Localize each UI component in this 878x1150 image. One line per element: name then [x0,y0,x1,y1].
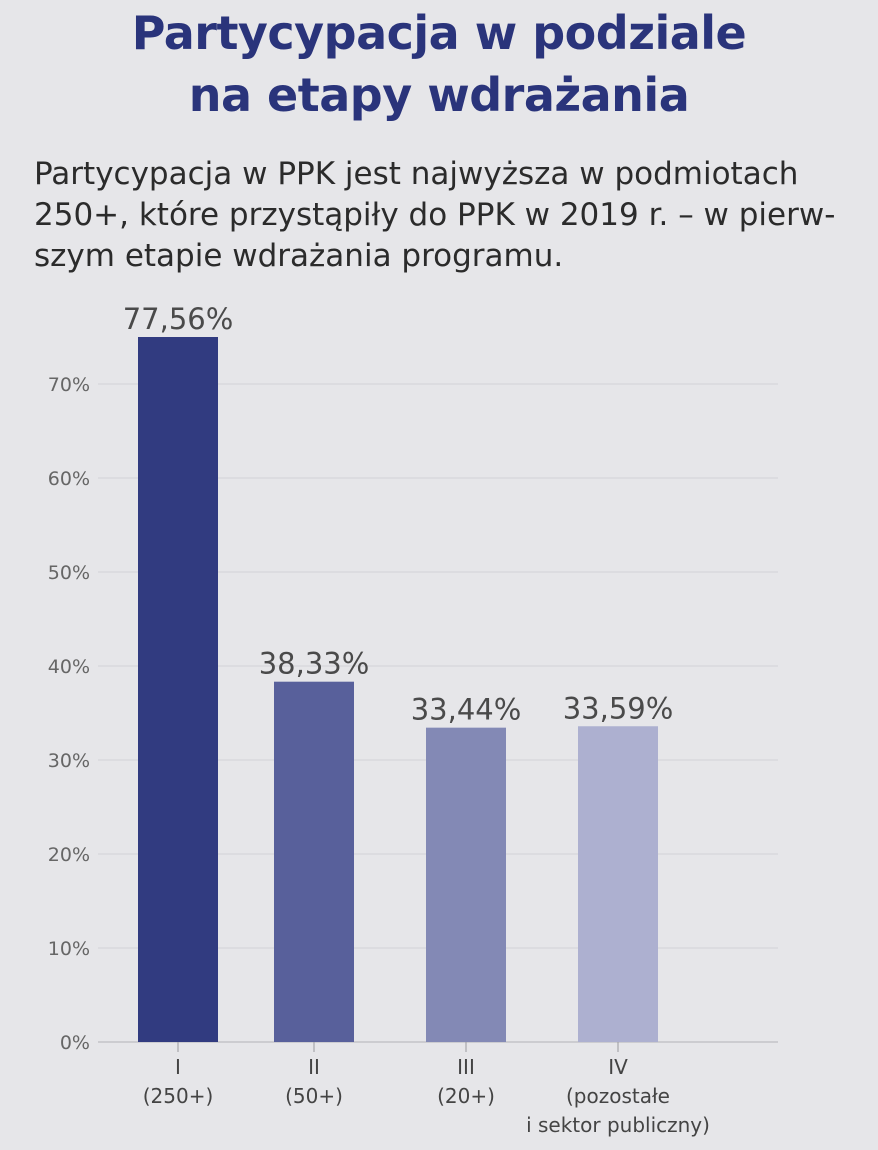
bar [274,681,354,1042]
y-tick-label: 40% [48,656,90,678]
y-tick-label: 70% [48,374,90,396]
subtitle-line-2: 250+, które przystąpiły do PPK w 2019 r.… [34,197,836,233]
data-label: 33,59% [563,691,674,725]
bar [426,727,506,1042]
y-tick-label: 30% [48,750,90,772]
subtitle-line-3: szym etapie wdrażania programu. [34,238,564,274]
x-tick-label: i sektor publiczny) [526,1113,710,1137]
data-label: 77,56% [123,302,234,336]
y-tick-label: 60% [48,468,90,490]
bar [138,337,218,1042]
y-tick-label: 10% [48,938,90,960]
chart-title: Partycypacja w podziale na etapy wdrażan… [0,2,878,126]
data-label: 38,33% [259,647,370,681]
subtitle-line-1: Partycypacja w PPK jest najwyższa w podm… [34,156,799,192]
x-tick-label: II [308,1055,320,1079]
x-tick-label: (50+) [285,1084,343,1108]
chart-subtitle: Partycypacja w PPK jest najwyższa w podm… [34,154,864,277]
x-tick-label: (pozostałe [566,1084,670,1108]
x-tick-label: IV [608,1055,628,1079]
x-tick-label: (20+) [437,1084,495,1108]
x-tick-label: I [175,1055,181,1079]
x-tick-label: III [457,1055,475,1079]
data-label: 33,44% [411,693,522,727]
chart-title-line-2: na etapy wdrażania [188,68,690,122]
y-tick-label: 0% [60,1032,90,1054]
bar [578,726,658,1042]
chart-title-line-1: Partycypacja w podziale [131,6,747,60]
x-tick-label: (250+) [143,1084,214,1108]
y-tick-label: 50% [48,562,90,584]
y-tick-label: 20% [48,844,90,866]
